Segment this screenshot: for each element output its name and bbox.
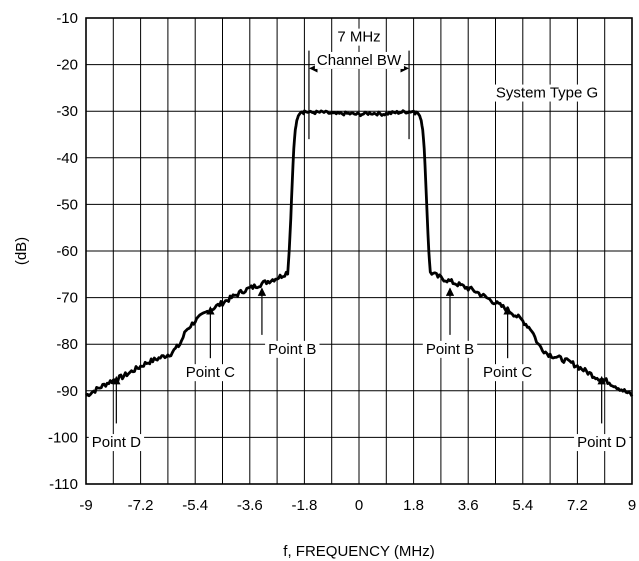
y-tick-label: -80 <box>56 336 78 353</box>
x-tick-label: 0 <box>355 497 363 514</box>
point-label: Point D <box>577 434 626 451</box>
point-label-background <box>422 340 478 358</box>
annotation-label: 7 MHz <box>337 29 380 46</box>
y-tick-label: -60 <box>56 243 78 260</box>
y-tick-label: -110 <box>49 476 78 493</box>
point-label-background <box>182 364 239 382</box>
point-label-background <box>480 364 536 382</box>
annotations-group: 7 MHz Channel BW System Type G Point B Point… <box>88 28 630 452</box>
point-label-background <box>265 340 320 358</box>
point-label: Point C <box>483 364 532 381</box>
spectrum-trace <box>85 109 634 398</box>
x-tick-label: 7.2 <box>567 497 588 514</box>
tick-labels-group: -10 -20 -30 -40 -50 -60 -70 -80 -90 -100 -110-9 -7.… <box>48 10 636 514</box>
x-tick-label: 3.6 <box>458 497 479 514</box>
x-tick-label: -5.4 <box>182 497 208 514</box>
y-tick-label: -100 <box>48 429 78 446</box>
x-tick-label: 1.8 <box>403 497 424 514</box>
y-tick-label: -30 <box>56 103 78 120</box>
x-tick-label: -1.8 <box>291 497 317 514</box>
y-tick-label: -20 <box>56 57 78 74</box>
x-tick-label: -3.6 <box>237 497 263 514</box>
point-label: Point B <box>426 341 474 358</box>
point-label: Point D <box>92 434 141 451</box>
point-label: Point C <box>186 364 235 381</box>
annotation-label: Channel BW <box>317 52 402 69</box>
y-tick-label: -10 <box>56 10 78 27</box>
series-trace-group <box>85 109 634 398</box>
annotation-label: System Type G <box>496 85 598 102</box>
point-label-background <box>88 434 145 452</box>
x-tick-label: -7.2 <box>128 497 154 514</box>
point-label-background <box>574 434 630 452</box>
annotation-label-background <box>314 51 404 69</box>
x-tick-label: 5.4 <box>512 497 533 514</box>
y-tick-label: -50 <box>56 196 78 213</box>
grid <box>86 18 632 484</box>
y-tick-label: -40 <box>56 150 78 167</box>
y-tick-label: -70 <box>56 290 78 307</box>
point-label: Point B <box>268 341 316 358</box>
annotation-label-background <box>493 84 601 102</box>
plot-frame <box>85 17 633 485</box>
x-tick-label: -9 <box>79 497 92 514</box>
y-axis-label: (dB) <box>13 237 30 265</box>
x-tick-label: 9 <box>628 497 636 514</box>
annotation-label-background <box>335 28 383 46</box>
x-axis-label: f, FREQUENCY (MHz) <box>283 543 434 560</box>
y-tick-label: -90 <box>56 383 78 400</box>
